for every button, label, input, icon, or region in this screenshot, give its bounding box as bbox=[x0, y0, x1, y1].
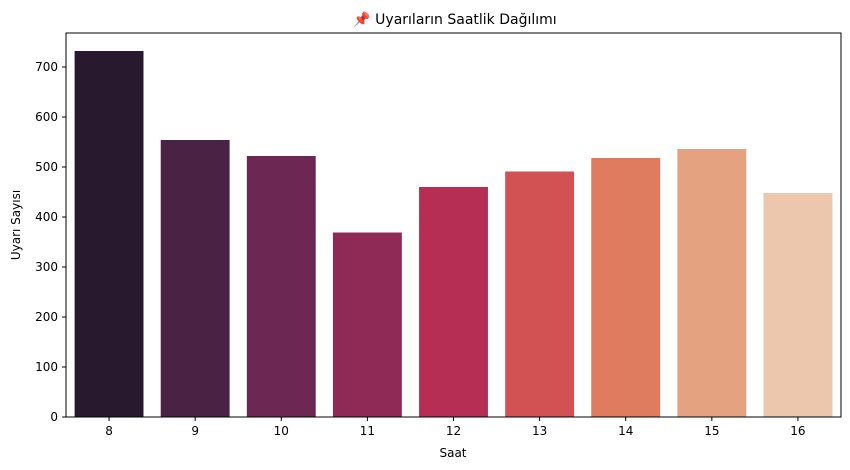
plot-frame bbox=[65, 32, 842, 418]
x-tick-label: 13 bbox=[532, 424, 547, 438]
y-axis-label: Uyarı Sayısı bbox=[9, 190, 23, 260]
y-tick-label: 400 bbox=[35, 210, 58, 224]
bar-11 bbox=[332, 232, 402, 417]
y-tick-label: 300 bbox=[35, 260, 58, 274]
y-tick-label: 600 bbox=[35, 110, 58, 124]
bars-group bbox=[74, 51, 833, 417]
x-tick-label: 8 bbox=[105, 424, 113, 438]
bar-10 bbox=[246, 156, 316, 417]
y-tick-label: 700 bbox=[35, 60, 58, 74]
x-tick-label: 11 bbox=[360, 424, 375, 438]
x-tick-label: 12 bbox=[446, 424, 461, 438]
bar-12 bbox=[419, 187, 488, 417]
x-tick-label: 9 bbox=[191, 424, 199, 438]
x-tick-label: 10 bbox=[274, 424, 289, 438]
x-tick-label: 14 bbox=[618, 424, 633, 438]
bar-13 bbox=[505, 171, 575, 417]
y-axis-ticks: 0 100 200 300 400 500 600 700 bbox=[35, 60, 66, 424]
bar-15 bbox=[677, 149, 747, 417]
y-tick-label: 500 bbox=[35, 160, 58, 174]
bar-8 bbox=[74, 51, 144, 417]
bar-14 bbox=[591, 158, 661, 417]
x-axis-ticks: 8 9 10 11 12 13 14 15 16 bbox=[105, 417, 806, 438]
x-tick-label: 16 bbox=[790, 424, 805, 438]
x-axis-label: Saat bbox=[439, 446, 466, 460]
bar-9 bbox=[160, 140, 230, 417]
y-tick-label: 200 bbox=[35, 310, 58, 324]
y-tick-label: 100 bbox=[35, 360, 58, 374]
x-tick-label: 15 bbox=[704, 424, 719, 438]
chart-title: 📌 Uyarıların Saatlik Dağılımı bbox=[353, 10, 556, 28]
bar-16 bbox=[763, 193, 833, 417]
y-tick-label: 0 bbox=[50, 410, 58, 424]
